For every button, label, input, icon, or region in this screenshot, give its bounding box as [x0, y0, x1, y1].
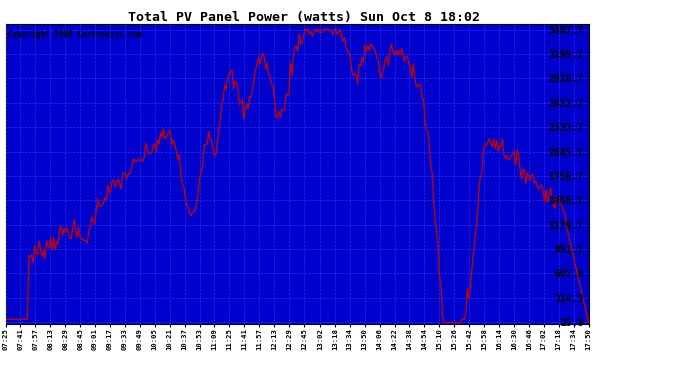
Text: Total PV Panel Power (watts) Sun Oct 8 18:02: Total PV Panel Power (watts) Sun Oct 8 1…	[128, 11, 480, 24]
Text: Copyright 2006 Cartronics.com: Copyright 2006 Cartronics.com	[8, 30, 143, 39]
